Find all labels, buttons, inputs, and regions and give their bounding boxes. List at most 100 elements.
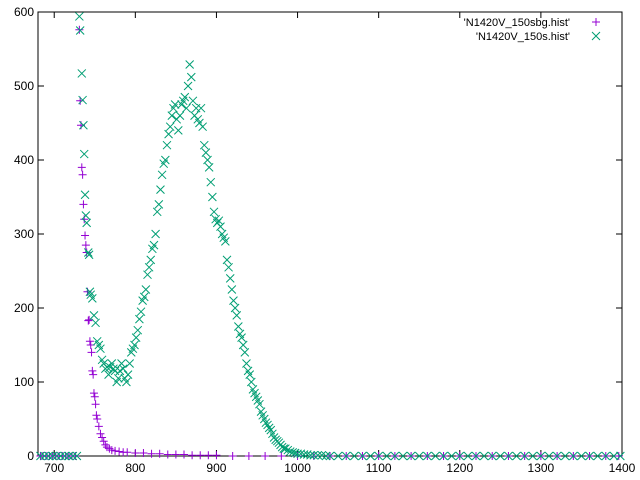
data-point [85,315,94,324]
data-point [212,451,221,460]
data-point [89,389,98,398]
data-point [139,449,148,458]
data-point [60,451,70,461]
data-point [56,451,66,461]
data-point [471,451,481,461]
data-point [186,72,196,82]
data-point [198,122,208,132]
data-point [180,450,188,459]
data-point [366,451,375,461]
data-point [84,316,93,325]
x-tick-label: 700 [44,461,64,475]
data-point [283,445,293,455]
data-point [208,192,217,202]
data-point [164,129,173,139]
data-point [201,148,211,157]
data-point [199,140,209,150]
data-point [85,287,95,297]
data-point [455,451,465,461]
data-point [81,211,91,220]
data-point [221,237,230,246]
series-0 [36,25,623,460]
data-point [406,451,416,461]
x-tick-label: 900 [206,461,226,475]
data-point [91,400,100,409]
data-point [216,222,225,231]
data-point [91,318,100,328]
data-point [48,451,57,461]
y-tick-label: 300 [14,227,34,241]
data-point [136,307,146,317]
data-point [463,451,473,461]
data-point [191,103,201,113]
x-tick-label: 1100 [366,461,392,475]
data-point [149,240,159,250]
data-point [374,451,384,461]
data-point [135,314,144,324]
y-tick-label: 100 [14,375,34,389]
data-point [261,452,270,460]
data-point [495,451,505,461]
y-tick-label: 200 [14,301,34,315]
data-point [107,359,117,368]
data-point [167,111,177,120]
data-point [122,377,131,387]
data-point [155,449,164,458]
data-point [206,177,216,187]
data-point [81,241,90,250]
data-point [263,420,272,430]
data-point [306,450,315,460]
data-point [182,103,191,113]
data-point [390,451,400,461]
data-point [439,451,448,461]
data-point [285,447,295,456]
data-point [349,451,359,461]
data-point [143,270,152,280]
axis-ticks: 700 800 900 1000 1100 1200 1300 1400 0 100 200 300 4… [14,5,636,475]
data-point [44,451,53,461]
data-point [88,366,97,375]
data-point [398,451,408,461]
legend: 'N1420V_150sbg.hist' 'N1420V_150s.hist' [464,17,601,43]
data-point [113,373,123,383]
data-point [171,450,180,459]
legend-label-1: 'N1420V_150s.hist' [476,31,570,43]
data-point [115,447,124,456]
data-point [151,229,160,239]
legend-marker-1 [591,31,601,41]
data-point [512,451,521,461]
data-point [84,250,94,260]
data-point [111,446,120,455]
data-point [246,377,256,387]
data-point [504,451,513,461]
data-point [382,451,392,461]
data-point [162,140,172,150]
data-point [204,451,213,460]
data-point [227,285,237,294]
data-point [536,451,546,461]
data-point [123,448,132,457]
data-point [333,451,343,461]
x-tick-label: 800 [125,461,145,475]
y-tick-label: 600 [14,5,34,19]
plot-frame [37,11,623,457]
data-point [104,370,113,379]
data-point [585,451,594,461]
series-layer [36,12,625,461]
data-point [99,437,108,446]
data-point [288,447,298,457]
data-point [77,69,87,78]
data-point [92,411,101,420]
legend-marker-0 [592,18,600,26]
data-point [175,111,185,120]
data-point [552,451,562,461]
data-point [577,451,586,461]
data-point [96,429,105,438]
data-point [118,364,128,374]
y-tick-label: 500 [14,79,34,93]
data-point [79,200,88,209]
data-point [341,451,351,461]
data-point [209,207,219,217]
data-point [233,322,243,331]
data-point [431,451,440,461]
